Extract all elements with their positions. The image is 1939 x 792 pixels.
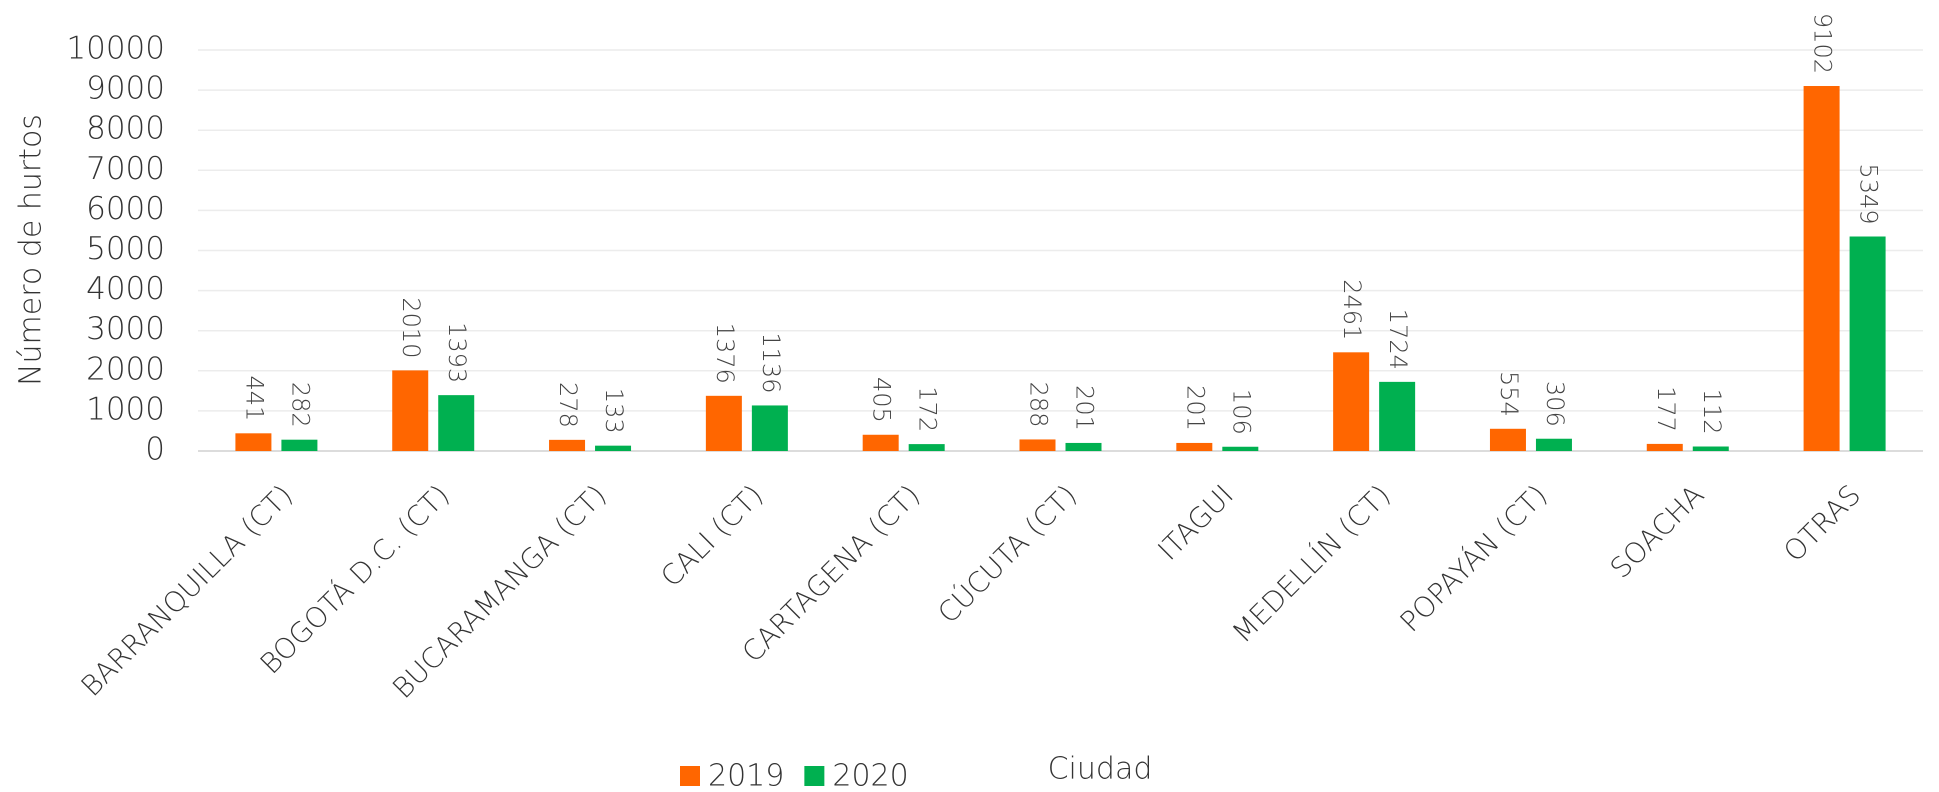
bar <box>862 434 899 451</box>
bar <box>1019 439 1056 451</box>
bar <box>705 395 742 451</box>
bar <box>438 395 475 451</box>
bar <box>281 439 318 451</box>
data-label: 1136 <box>757 332 785 393</box>
legend-swatch <box>804 766 825 786</box>
data-label: 201 <box>1181 385 1209 431</box>
x-tick-label: MEDELLÍN (CT) <box>1225 478 1397 650</box>
y-tick-label: 7000 <box>86 151 165 187</box>
data-label: 554 <box>1495 371 1523 417</box>
legend-swatch <box>680 766 700 786</box>
data-label: 1376 <box>711 323 739 384</box>
y-tick-label: 6000 <box>86 191 165 227</box>
x-tick-label: CÚCUTA (CT) <box>931 478 1083 630</box>
data-label: 5349 <box>1855 163 1883 224</box>
bar <box>1222 446 1259 451</box>
x-tick-label: POPAYÁN (CT) <box>1393 478 1554 639</box>
x-axis-title: Ciudad <box>1048 752 1153 787</box>
bar <box>549 439 586 451</box>
y-tick-label: 3000 <box>86 311 165 347</box>
data-label: 112 <box>1698 389 1726 435</box>
bar <box>595 445 632 451</box>
bar <box>1646 443 1683 451</box>
data-label: 405 <box>868 377 896 423</box>
data-label: 172 <box>914 386 942 432</box>
data-label: 288 <box>1025 382 1053 428</box>
data-label: 2461 <box>1338 279 1366 340</box>
bar <box>751 405 788 451</box>
y-tick-label: 0 <box>145 432 165 468</box>
x-tick-label: ITAGUI <box>1151 478 1240 567</box>
data-label: 441 <box>240 376 268 422</box>
y-tick-label: 8000 <box>86 111 165 147</box>
y-tick-label: 4000 <box>86 271 165 307</box>
legend-label: 2019 <box>708 759 784 792</box>
data-label: 9102 <box>1809 13 1837 74</box>
data-label: 306 <box>1541 381 1569 427</box>
y-tick-label: 10000 <box>66 31 165 67</box>
bar <box>1849 236 1886 451</box>
data-label: 177 <box>1652 386 1680 432</box>
bar <box>1535 438 1572 451</box>
x-tick-label: OTRAS <box>1777 478 1867 568</box>
bar <box>908 444 945 451</box>
bar <box>1333 352 1370 451</box>
data-label: 1724 <box>1384 309 1412 370</box>
bar <box>235 433 272 451</box>
data-label: 282 <box>286 382 314 428</box>
y-tick-label: 1000 <box>86 391 165 427</box>
data-label: 106 <box>1227 389 1255 435</box>
bar <box>1176 442 1213 451</box>
y-tick-label: 9000 <box>86 71 165 107</box>
bar <box>1803 86 1840 451</box>
data-label: 133 <box>600 388 628 434</box>
data-label: 1393 <box>443 322 471 383</box>
bar <box>392 370 429 451</box>
x-tick-label: CALI (CT) <box>654 478 769 593</box>
bar <box>1379 381 1416 451</box>
data-label: 278 <box>554 382 582 428</box>
data-label: 201 <box>1071 385 1099 431</box>
data-label: 2010 <box>397 297 425 358</box>
y-tick-label: 5000 <box>86 231 165 267</box>
x-tick-label: CARTAGENA (CT) <box>736 478 927 669</box>
bar <box>1489 428 1526 451</box>
y-axis-title: Número de hurtos <box>14 114 49 386</box>
bar <box>1692 446 1729 451</box>
bar <box>1065 442 1102 451</box>
x-tick-label: SOACHA <box>1604 478 1711 585</box>
legend-label: 2020 <box>832 759 908 792</box>
y-tick-label: 2000 <box>86 351 165 387</box>
